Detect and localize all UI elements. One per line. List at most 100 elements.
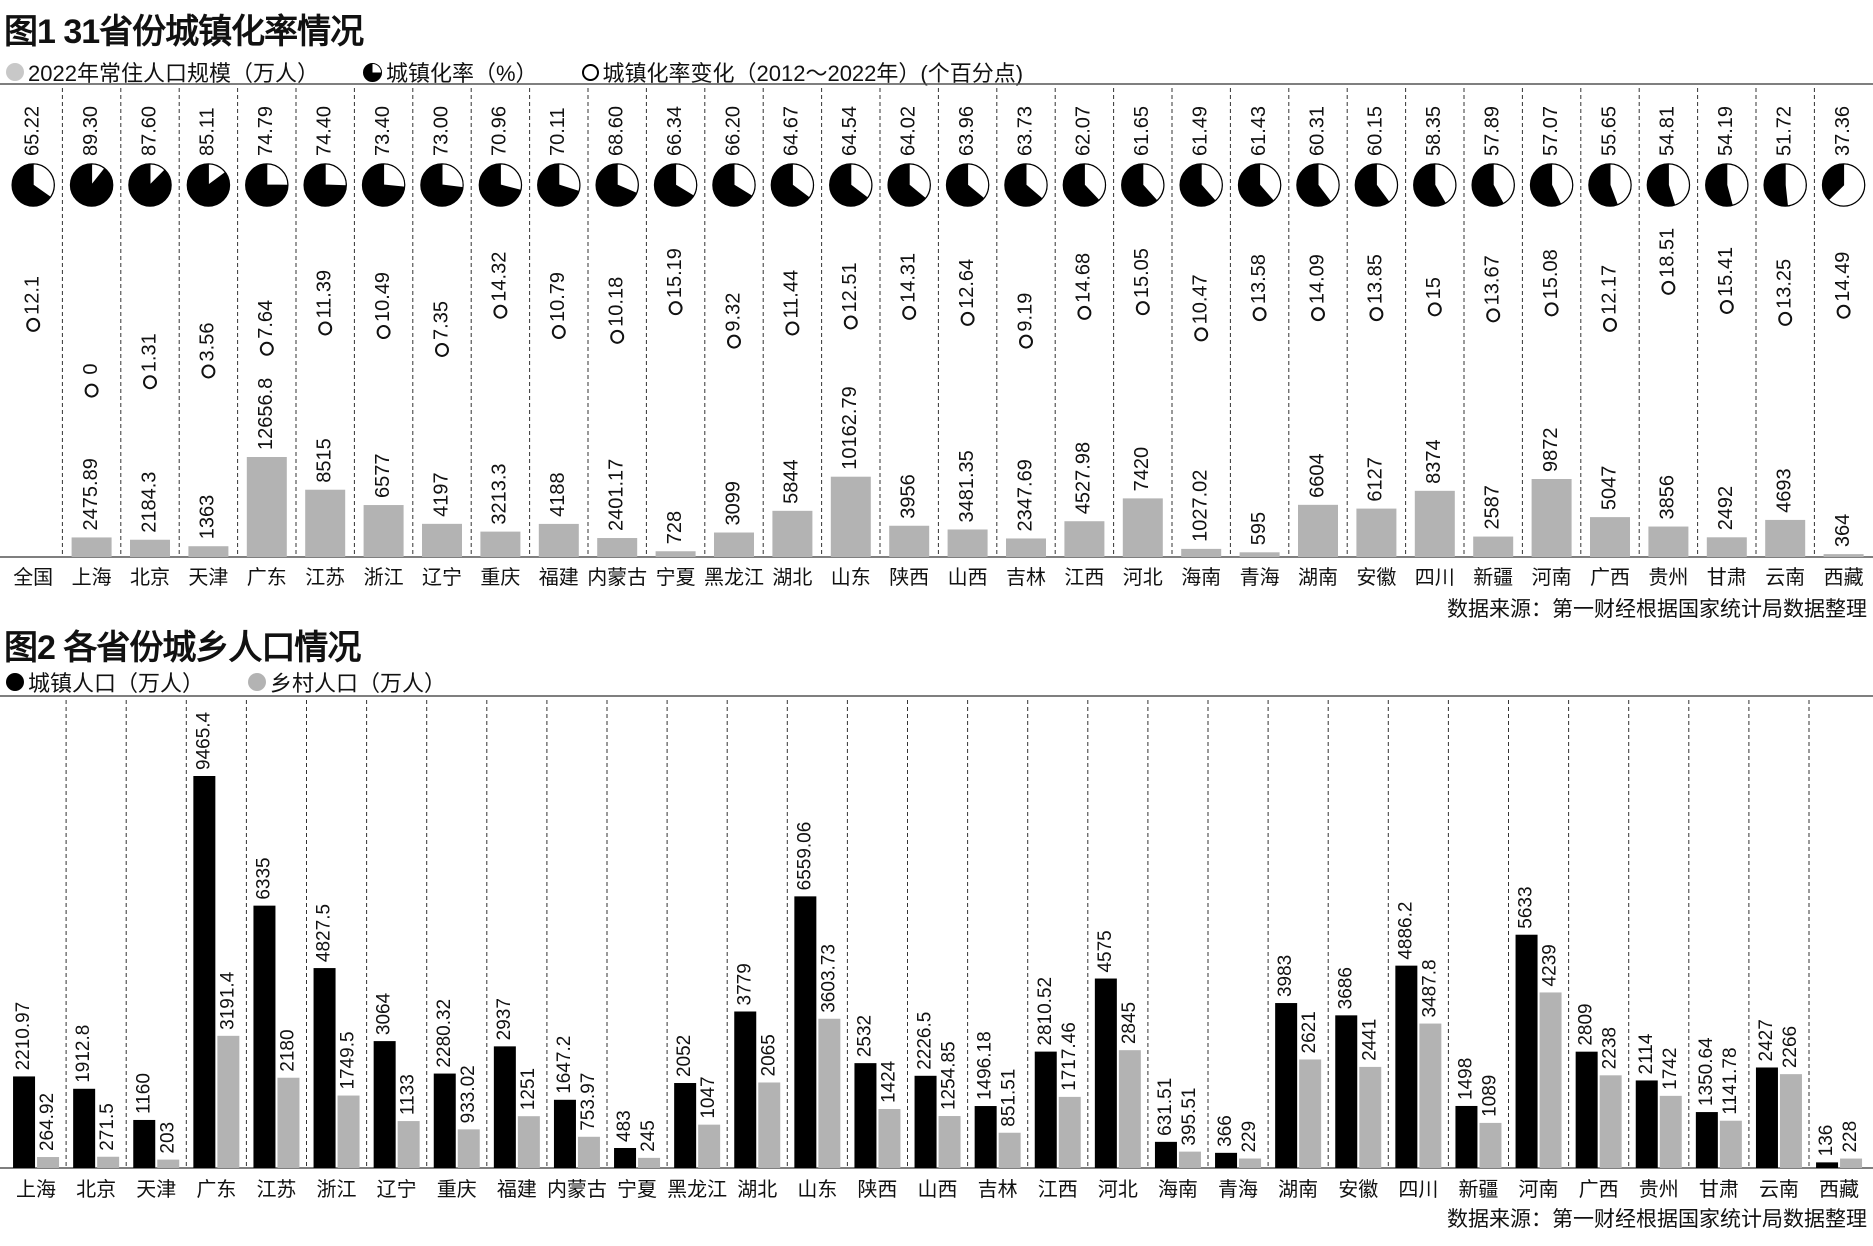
rate-label: 73.40 <box>372 106 394 156</box>
change-circle-icon <box>1603 317 1617 332</box>
rural-bar <box>1539 992 1562 1168</box>
category-label: 甘肃 <box>1707 566 1747 589</box>
category-label: 湖北 <box>737 1178 777 1201</box>
rate-pie-remainder <box>1492 163 1515 205</box>
change-label: 13.85 <box>1365 254 1387 304</box>
rate-pie-remainder <box>1083 163 1106 201</box>
rate-pie-remainder <box>91 163 106 187</box>
rural-bar <box>337 1095 360 1168</box>
population-bar <box>1064 521 1105 557</box>
urban-label: 2532 <box>854 1015 875 1057</box>
rate-label: 37.36 <box>1832 106 1854 156</box>
rural-bar <box>577 1136 600 1168</box>
change-circle-icon <box>1719 299 1734 314</box>
category-label: 宁夏 <box>617 1178 657 1201</box>
category-label: 甘肃 <box>1699 1178 1739 1201</box>
change-label: 14.09 <box>1306 254 1328 304</box>
population-label: 5844 <box>781 459 803 504</box>
urban-bar <box>553 1099 576 1168</box>
population-label: 3213.3 <box>489 463 511 524</box>
population-bar <box>188 546 229 557</box>
category-label: 山东 <box>831 566 871 589</box>
urban-bar <box>1635 1080 1658 1168</box>
rate-pie-remainder <box>1784 163 1807 207</box>
urban-bar <box>974 1106 997 1168</box>
change-label: 14.31 <box>897 253 919 303</box>
rate-pie-remainder <box>1200 163 1223 202</box>
population-label: 595 <box>1248 512 1270 545</box>
category-label: 上海 <box>72 566 112 589</box>
population-label: 4527.98 <box>1073 442 1095 514</box>
urban-bar <box>193 776 216 1168</box>
change-circle-icon <box>902 305 917 320</box>
category-label: 山东 <box>797 1178 837 1201</box>
population-bar <box>1590 517 1630 557</box>
rate-label: 70.11 <box>547 107 569 156</box>
change-circle-icon <box>727 334 741 349</box>
change-label: 9.19 <box>1014 293 1036 332</box>
population-label: 364 <box>1832 514 1854 547</box>
category-label: 云南 <box>1765 566 1805 589</box>
urban-bar <box>1335 1015 1358 1168</box>
legend-urban: 城镇人口（万人） <box>6 666 204 698</box>
change-label: 13.58 <box>1248 254 1270 304</box>
rural-label: 228 <box>1840 1121 1861 1153</box>
category-label: 广西 <box>1590 566 1630 589</box>
legend-label: 乡村人口（万人） <box>270 671 447 696</box>
change-label: 12.51 <box>839 262 861 312</box>
population-bar <box>1239 552 1280 557</box>
urban-label: 1647.2 <box>554 1036 575 1094</box>
gray-dot-icon <box>248 673 267 691</box>
legend-population: 2022年常住人口规模（万人） <box>6 56 319 88</box>
category-label: 河南 <box>1532 566 1572 589</box>
rate-label: 60.31 <box>1306 106 1328 156</box>
rural-bar <box>97 1156 120 1168</box>
change-circle-icon <box>1486 308 1501 323</box>
urban-label: 2427 <box>1756 1019 1777 1061</box>
legend-rate: 城镇化率（%） <box>362 56 538 88</box>
urban-label: 3983 <box>1275 955 1296 997</box>
category-label: 云南 <box>1759 1178 1799 1201</box>
category-label: 山西 <box>918 1178 958 1201</box>
change-circle-icon <box>1544 302 1559 317</box>
urban-bar <box>493 1046 516 1168</box>
category-label: 广西 <box>1579 1178 1619 1201</box>
category-label: 宁夏 <box>656 566 696 589</box>
category-label: 青海 <box>1218 1178 1258 1201</box>
urban-bar <box>1094 978 1117 1168</box>
category-label: 贵州 <box>1648 566 1688 589</box>
chart1-legend: 2022年常住人口规模（万人） 城镇化率（%） 城镇化率变化（2012～2022… <box>6 56 1057 88</box>
rate-label: 62.07 <box>1073 106 1095 156</box>
rural-label: 245 <box>638 1120 659 1152</box>
category-label: 黑龙江 <box>704 566 764 589</box>
change-circle-icon <box>1427 302 1442 317</box>
urban-bar <box>1215 1152 1238 1168</box>
category-label: 新疆 <box>1458 1178 1498 1201</box>
urban-label: 3779 <box>734 963 755 1005</box>
population-label: 4197 <box>430 472 452 517</box>
population-bar <box>1122 498 1163 557</box>
population-bar <box>947 529 988 557</box>
rate-pie-remainder <box>1726 163 1749 206</box>
change-label: 1.31 <box>138 333 160 372</box>
change-circle-icon <box>1135 301 1150 316</box>
rural-bar <box>1659 1095 1682 1168</box>
category-label: 内蒙古 <box>547 1178 607 1201</box>
urban-label: 5633 <box>1516 886 1537 928</box>
urban-bar <box>433 1073 456 1168</box>
population-label: 2184.3 <box>138 472 160 533</box>
rural-bar <box>1419 1023 1442 1168</box>
change-label: 10.49 <box>372 272 394 322</box>
rural-label: 1424 <box>878 1060 899 1103</box>
category-label: 陕西 <box>889 566 929 589</box>
urban-label: 136 <box>1816 1125 1837 1157</box>
category-label: 西藏 <box>1819 1178 1859 1201</box>
legend-label: 城镇化率变化（2012～2022年）(个百分点) <box>602 61 1024 86</box>
rural-label: 3487.8 <box>1419 959 1440 1017</box>
population-bar <box>1531 479 1572 557</box>
urban-label: 4827.5 <box>314 904 335 962</box>
rural-label: 3603.73 <box>818 944 839 1013</box>
category-label: 海南 <box>1158 1178 1198 1201</box>
rate-label: 65.22 <box>21 106 43 156</box>
urban-label: 1496.18 <box>975 1031 996 1100</box>
